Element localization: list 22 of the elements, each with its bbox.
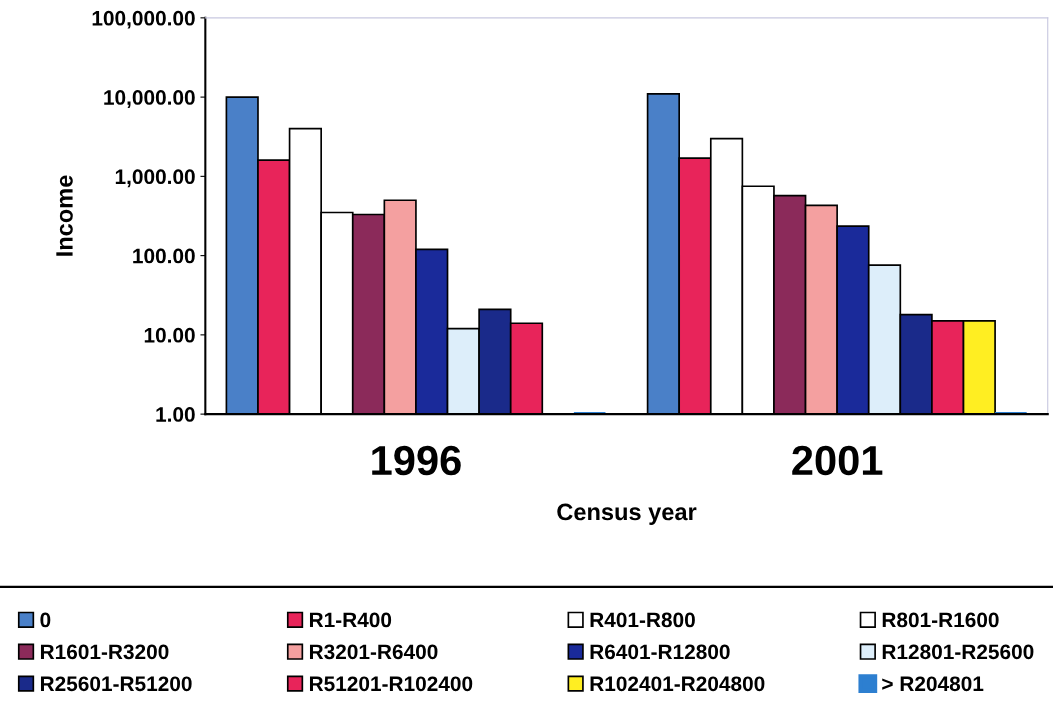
- legend-label: R801-R1600: [882, 612, 999, 628]
- x-axis-title: Census year: [557, 503, 697, 525]
- legend-label: R3201-R6400: [309, 644, 438, 660]
- y-tick-label: 100.00: [133, 248, 195, 264]
- y-tick-label: 1.00: [156, 407, 195, 422]
- x-tick-label: 2001: [792, 445, 883, 476]
- legend-label: R1601-R3200: [40, 644, 169, 660]
- legend-label: > R204801: [882, 676, 984, 692]
- y-tick-label: 100,000.00: [92, 10, 195, 29]
- legend-label: R6401-R12800: [590, 644, 730, 660]
- x-tick-label: 1996: [372, 445, 461, 476]
- legend-label: 0: [40, 612, 51, 628]
- legend-label: R51201-R102400: [309, 676, 473, 692]
- legend-label: R401-R800: [590, 612, 695, 628]
- legend-label: R25601-R51200: [40, 676, 192, 692]
- y-tick-label: 10.00: [144, 327, 195, 343]
- y-tick-label: 1,000.00: [115, 169, 195, 188]
- legend-label: R12801-R25600: [882, 644, 1034, 660]
- legend-label: R102401-R204800: [590, 676, 765, 692]
- legend-label: R1-R400: [309, 612, 392, 628]
- y-axis-title: Income: [56, 175, 73, 256]
- y-tick-label: 10,000.00: [104, 90, 195, 108]
